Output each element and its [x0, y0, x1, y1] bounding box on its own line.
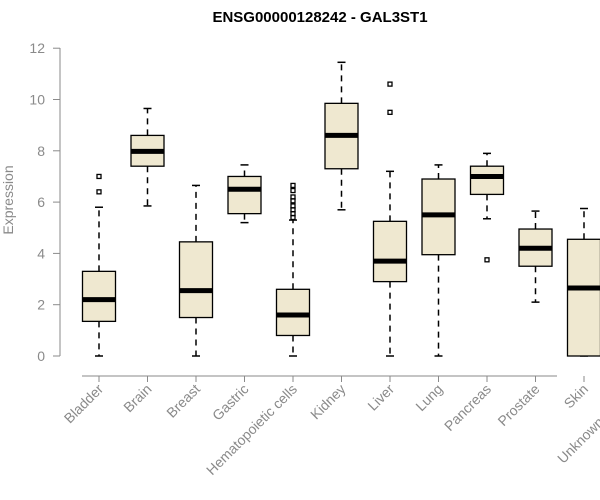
x-category-label: Gastric: [209, 381, 252, 424]
x-category-label: Kidney: [307, 381, 349, 423]
box-skin: [566, 207, 600, 357]
y-tick-label: 12: [29, 40, 45, 56]
outlier-point: [290, 187, 296, 194]
x-category-label: Hematopoietic cells: [203, 381, 300, 478]
y-tick-label: 4: [37, 245, 45, 261]
outlier-point: [290, 182, 296, 189]
iqr-box: [178, 241, 214, 319]
x-category-label: Prostate: [494, 381, 542, 429]
x-category-label: Pancreas: [441, 381, 494, 434]
box-brain: [130, 107, 165, 207]
outlier-point: [387, 81, 393, 87]
iqr-box: [372, 220, 408, 283]
x-category-label: Lung: [412, 381, 445, 414]
x-category-label: Brain: [120, 381, 154, 415]
outlier-point: [484, 257, 490, 263]
box-bladder: [81, 173, 117, 357]
outlier-point: [387, 109, 393, 115]
y-tick-label: 8: [37, 143, 45, 159]
y-tick-label: 0: [37, 348, 45, 364]
iqr-box: [469, 165, 505, 196]
box-breast: [178, 184, 214, 357]
y-tick-label: 6: [37, 194, 45, 210]
box-liver: [372, 81, 408, 357]
box-pancreas: [469, 152, 505, 263]
x-category-label: Bladder: [61, 381, 107, 427]
y-tick-label: 2: [37, 297, 45, 313]
chart-title: ENSG00000128242 - GAL3ST1: [212, 9, 427, 26]
x-category-label: Breast: [163, 381, 203, 421]
outlier-point: [96, 173, 102, 180]
outlier-point: [290, 194, 296, 200]
iqr-box: [227, 175, 262, 215]
boxes-group: [81, 61, 600, 357]
box-lung: [421, 164, 456, 357]
iqr-box: [275, 288, 311, 337]
y-tick-label: 10: [29, 92, 45, 108]
box-prostate: [518, 210, 553, 303]
x-category-label: Liver: [364, 381, 397, 414]
iqr-box: [566, 238, 600, 357]
box-kidney: [324, 61, 359, 211]
x-category-label: Skin: [561, 381, 592, 412]
iqr-box: [81, 270, 117, 323]
outlier-point: [96, 189, 102, 195]
box-gastric: [227, 164, 262, 224]
y-ticks-group: 0 2 4 6 8 10 12: [29, 40, 60, 364]
y-axis-label: Expression: [0, 165, 16, 234]
outlier-point: [290, 203, 296, 209]
box-hematopoietic-cells: [275, 182, 311, 357]
